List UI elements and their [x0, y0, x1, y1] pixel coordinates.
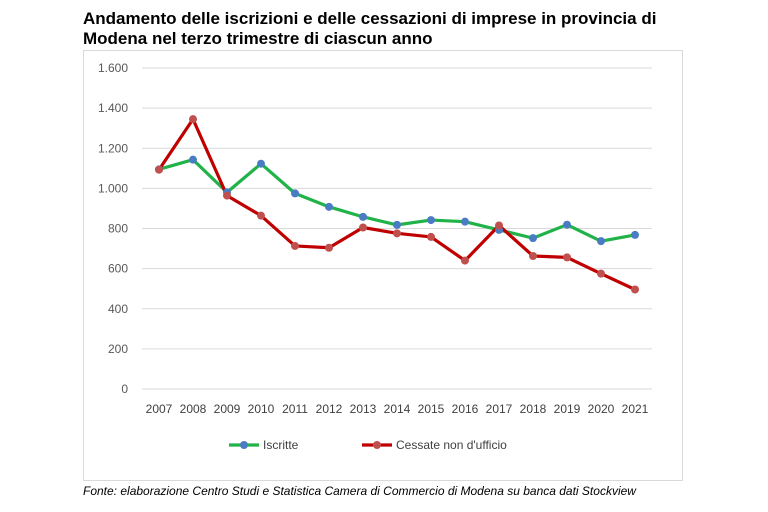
- data-point: [257, 211, 265, 220]
- data-point: [597, 269, 605, 278]
- data-point: [461, 256, 469, 265]
- chart-area: 0 200 400 600 800 1.000 1.200 1.400 1.600 2007 20…: [83, 50, 683, 481]
- x-tick-label: 2011: [282, 402, 308, 416]
- y-tick-label: 0: [121, 382, 128, 396]
- legend-label: Cessate non d'ufficio: [396, 438, 507, 452]
- source-note: Fonte: elaborazione Centro Studi e Stati…: [83, 484, 636, 498]
- x-tick-label: 2016: [452, 402, 479, 416]
- data-point: [325, 243, 333, 252]
- chart-title: Andamento delle iscrizioni e delle cessa…: [83, 9, 657, 48]
- data-point: [359, 212, 367, 221]
- data-point: [631, 285, 639, 294]
- data-point: [427, 216, 435, 225]
- x-tick-label: 2008: [180, 402, 207, 416]
- legend-label: Iscritte: [263, 438, 299, 452]
- y-tick-label: 200: [108, 342, 128, 356]
- data-point: [563, 220, 571, 229]
- x-tick-label: 2018: [520, 402, 547, 416]
- data-point: [393, 229, 401, 238]
- y-tick-label: 800: [108, 222, 128, 236]
- data-point: [189, 115, 197, 124]
- data-point: [461, 217, 469, 226]
- x-tick-label: 2021: [622, 402, 649, 416]
- legend-swatch-marker: [240, 441, 248, 449]
- data-point: [223, 191, 231, 200]
- y-tick-label: 1.400: [98, 101, 128, 115]
- data-point: [291, 241, 299, 250]
- data-point: [291, 189, 299, 198]
- y-tick-label: 400: [108, 302, 128, 316]
- data-point: [257, 159, 265, 168]
- y-tick-label: 600: [108, 262, 128, 276]
- x-tick-label: 2013: [350, 402, 377, 416]
- y-tick-label: 1.000: [98, 181, 128, 195]
- data-point: [427, 232, 435, 241]
- data-point: [189, 155, 197, 164]
- data-point: [529, 234, 537, 243]
- data-point: [563, 253, 571, 262]
- data-point: [325, 202, 333, 211]
- legend-item-1: Iscritte: [229, 438, 299, 452]
- x-tick-label: 2017: [486, 402, 513, 416]
- x-axis-ticks: 2007 2008 2009 2010 2011 2012 2013 2014 2015 2016…: [146, 402, 649, 416]
- x-tick-label: 2010: [248, 402, 275, 416]
- legend-item-2: Cessate non d'ufficio: [362, 438, 507, 452]
- series-line-2: [157, 117, 636, 291]
- x-tick-label: 2009: [214, 402, 241, 416]
- data-point: [495, 221, 503, 230]
- y-tick-label: 1.600: [98, 61, 128, 75]
- x-tick-label: 2019: [554, 402, 581, 416]
- y-axis-ticks: 0 200 400 600 800 1.000 1.200 1.400 1.600: [98, 61, 128, 396]
- legend-swatch-marker: [373, 441, 381, 449]
- data-point: [155, 165, 163, 174]
- data-point: [359, 223, 367, 232]
- x-tick-label: 2014: [384, 402, 411, 416]
- series-lines: [155, 115, 639, 294]
- data-point: [529, 251, 537, 260]
- x-tick-label: 2020: [588, 402, 615, 416]
- data-point: [393, 220, 401, 229]
- y-tick-label: 1.200: [98, 141, 128, 155]
- legend: Iscritte Cessate non d'ufficio: [229, 438, 507, 452]
- x-tick-label: 2007: [146, 402, 173, 416]
- data-point: [597, 237, 605, 246]
- x-tick-label: 2012: [316, 402, 343, 416]
- data-point: [631, 230, 639, 239]
- x-tick-label: 2015: [418, 402, 445, 416]
